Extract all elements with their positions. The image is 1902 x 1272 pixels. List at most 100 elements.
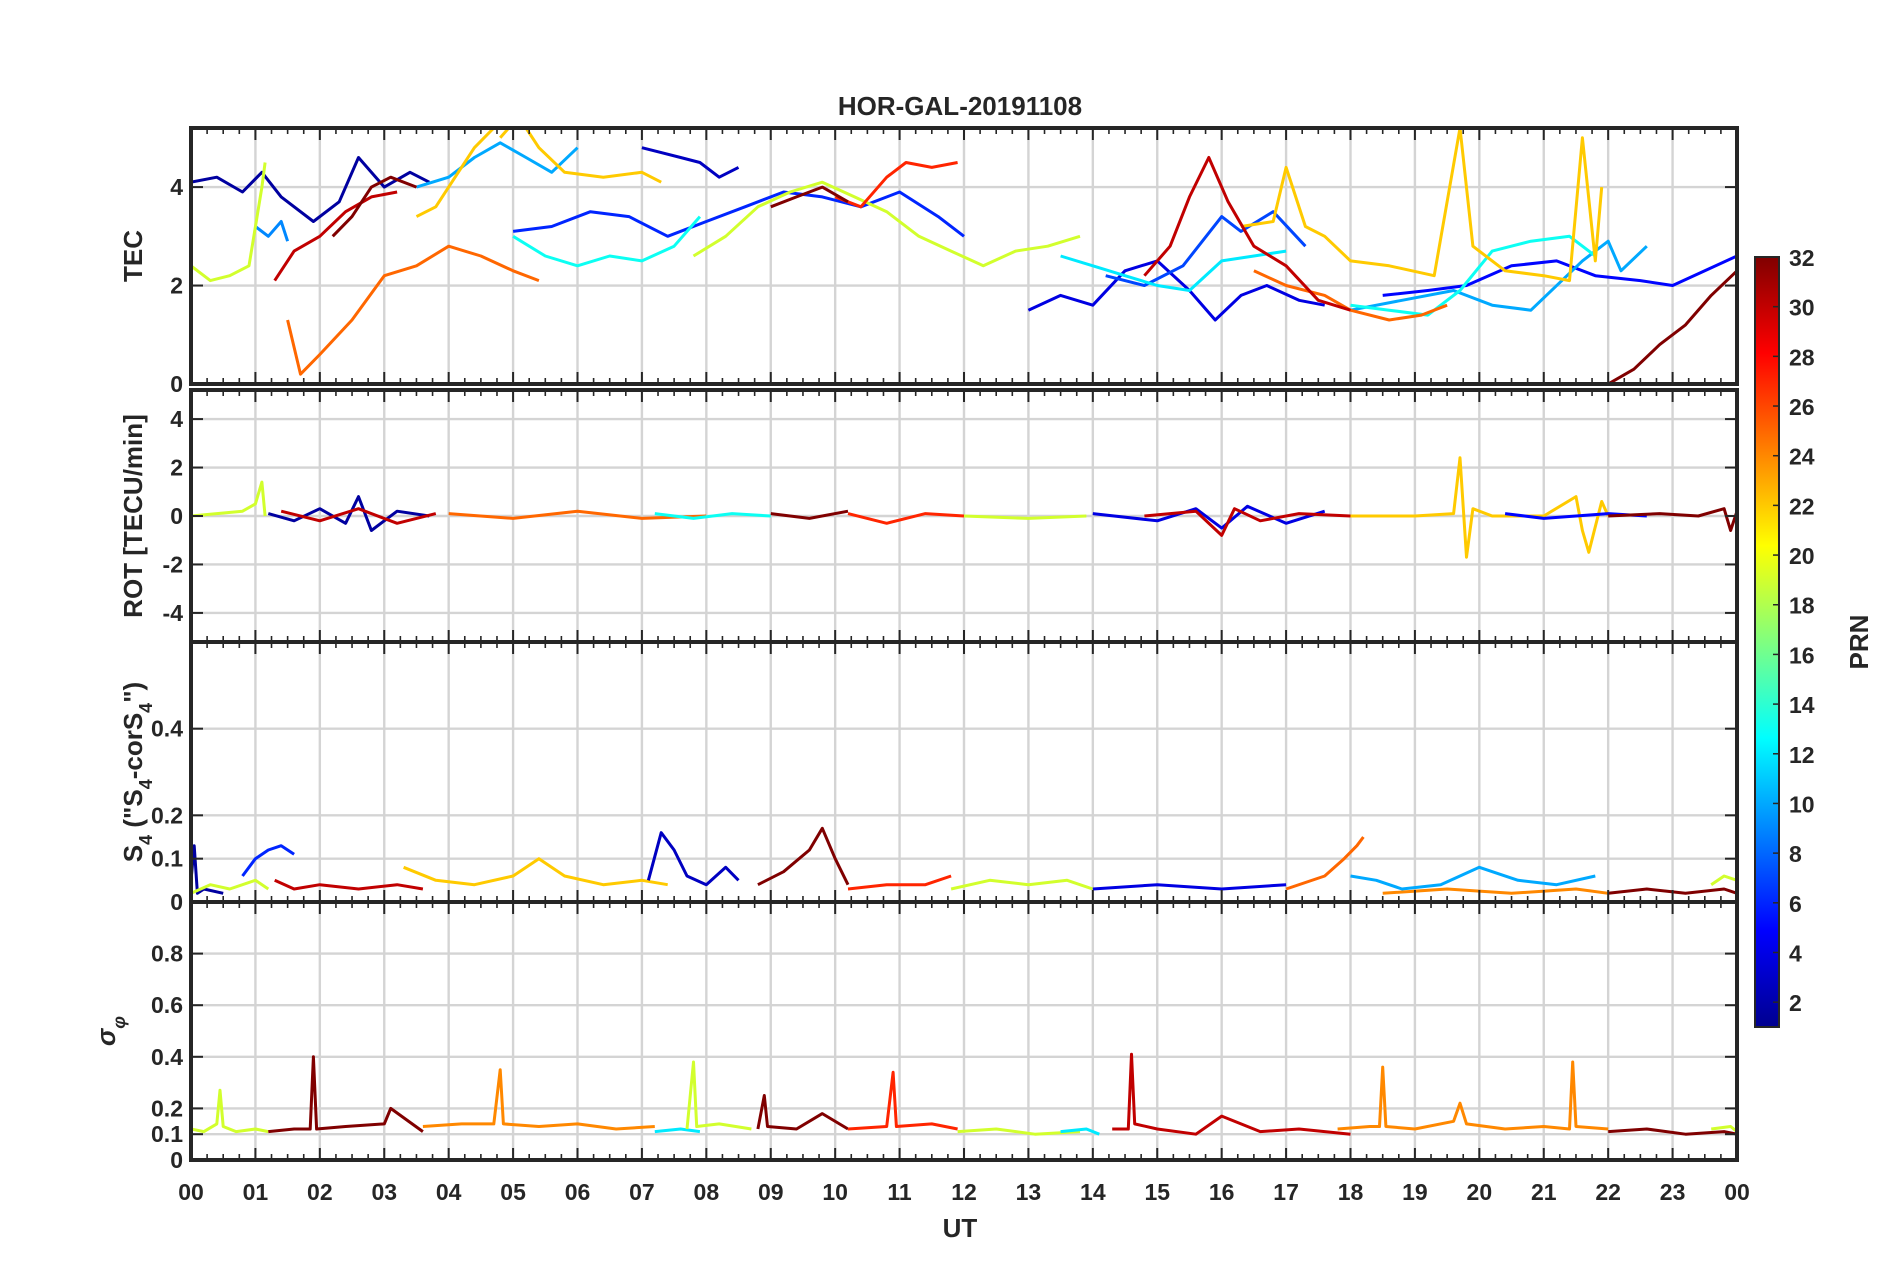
series-group <box>191 128 1737 384</box>
y-tick-label: 0 <box>170 1147 183 1173</box>
series-line-prn-24 <box>422 1068 655 1131</box>
series-line-prn-32 <box>756 1094 849 1131</box>
series-line-prn-13 <box>654 512 771 520</box>
series-line-prn-19 <box>1710 874 1737 886</box>
x-tick-label: 00 <box>178 1179 204 1205</box>
x-axis-label: UT <box>943 1213 978 1243</box>
colorbar-tick-label: 28 <box>1789 344 1815 370</box>
x-tick-label: 16 <box>1209 1179 1235 1205</box>
x-tick-label: 10 <box>822 1179 848 1205</box>
panel-sigma-phi: 00.10.2 0.4 0.6 0.8 σφ <box>91 900 1739 1173</box>
series-line-prn-19 <box>191 878 270 895</box>
series-line-prn-6 <box>241 844 295 877</box>
x-tick-label: 15 <box>1144 1179 1170 1205</box>
series-line-prn-6 <box>512 190 965 238</box>
y-tick-label: 0.6 <box>151 992 183 1018</box>
colorbar-tick-label: 8 <box>1789 841 1802 867</box>
y-tick-label: 0.8 <box>151 941 183 967</box>
colorbar-tick-label: 22 <box>1789 493 1815 519</box>
series-line-prn-3 <box>646 831 740 887</box>
series-line-prn-27 <box>847 512 965 525</box>
series-line-prn-25 <box>286 244 540 376</box>
y-tick-label: 0.1 <box>151 1121 183 1147</box>
colorbar-tick-label: 20 <box>1789 543 1815 569</box>
y-tick-label: -2 <box>163 551 183 577</box>
series-line-prn-30 <box>273 190 398 282</box>
series-line-prn-32 <box>331 175 418 238</box>
series-line-prn-12 <box>1060 249 1287 292</box>
colorbar-label: PRN <box>1844 615 1874 670</box>
y-tick-label: 0 <box>170 371 183 397</box>
y-axis-label: σφ <box>91 1016 129 1046</box>
series-line-prn-9 <box>254 220 290 242</box>
series-line-prn-19 <box>191 1088 269 1134</box>
series-line-prn-22 <box>499 128 662 184</box>
x-axis: 00 01 02 03 04 05 06 07 08 09 10 11 12 13 14 15 16 17 18 19… <box>178 1179 1750 1205</box>
x-tick-label: 13 <box>1016 1179 1042 1205</box>
series-line-prn-32 <box>1608 887 1737 895</box>
x-tick-label: 04 <box>436 1179 462 1205</box>
series-line-prn-12 <box>654 1127 701 1134</box>
y-tick-label: 0 <box>170 889 183 915</box>
series-line-prn-19 <box>685 1060 752 1131</box>
colorbar-tick-label: 30 <box>1789 295 1815 321</box>
series-line-prn-27 <box>847 1070 958 1131</box>
series-line-prn-32 <box>770 185 849 209</box>
colorbar-tick-label: 18 <box>1789 593 1815 619</box>
series-line-prn-32 <box>268 1055 424 1134</box>
series-line-prn-13 <box>512 215 702 268</box>
series-line-prn-27 <box>834 161 958 209</box>
series-line-prn-32 <box>1607 269 1737 384</box>
y-tick-label: -4 <box>163 600 184 626</box>
colorbar-tick-label: 4 <box>1789 940 1802 966</box>
series-line-prn-4 <box>1092 504 1326 530</box>
series-line-prn-30 <box>280 507 437 525</box>
x-tick-label: 06 <box>565 1179 591 1205</box>
series-line-prn-19 <box>957 1127 1081 1136</box>
y-tick-label: 4 <box>170 406 183 432</box>
series-line-prn-25 <box>1285 836 1365 891</box>
series-line-prn-10 <box>416 141 579 189</box>
series-line-prn-19 <box>1711 1125 1737 1133</box>
y-tick-label: 2 <box>170 273 183 299</box>
series-line-prn-32 <box>1608 507 1737 532</box>
series-line-prn-22 <box>403 857 668 887</box>
x-tick-label: 03 <box>371 1179 397 1205</box>
series-line-prn-19 <box>963 514 1087 520</box>
colorbar-tick-label: 16 <box>1789 642 1815 668</box>
colorbar-tick-label: 12 <box>1789 742 1815 768</box>
series-line-prn-30 <box>274 878 424 891</box>
series-group <box>191 826 1737 895</box>
x-tick-label: 12 <box>951 1179 977 1205</box>
series-line-prn-30 <box>1144 507 1351 537</box>
y-tick-label: 0.2 <box>151 1095 183 1121</box>
y-tick-label: 0.4 <box>151 716 183 742</box>
series-line-prn-10 <box>1350 239 1648 312</box>
x-tick-label: 19 <box>1402 1179 1428 1205</box>
y-tick-label: 0.1 <box>151 846 183 872</box>
series-line-prn-24 <box>1337 1060 1609 1131</box>
y-axis-label: TEC <box>118 230 148 282</box>
series-line-prn-25 <box>448 509 707 520</box>
series-group <box>191 1052 1737 1136</box>
y-tick-label: 2 <box>170 455 183 481</box>
x-tick-label: 22 <box>1595 1179 1621 1205</box>
colorbar-tick-label: 24 <box>1789 444 1815 470</box>
y-tick-label: 4 <box>170 174 183 200</box>
y-tick-label: 0.4 <box>151 1044 183 1070</box>
series-line-prn-27 <box>847 874 952 891</box>
series-line-prn-2 <box>191 844 224 895</box>
y-tick-label: 0 <box>170 503 183 529</box>
series-line-prn-3 <box>641 146 740 179</box>
series-line-prn-22 <box>415 128 495 218</box>
series-line-prn-10 <box>1350 865 1596 891</box>
series-line-prn-32 <box>1608 1127 1737 1136</box>
x-tick-label: 21 <box>1531 1179 1557 1205</box>
series-line-prn-30 <box>1143 156 1351 312</box>
colorbar-tick-label: 6 <box>1789 891 1802 917</box>
series-line-prn-7 <box>1105 210 1307 287</box>
series-line-prn-19 <box>692 180 1081 268</box>
x-tick-label: 23 <box>1660 1179 1686 1205</box>
